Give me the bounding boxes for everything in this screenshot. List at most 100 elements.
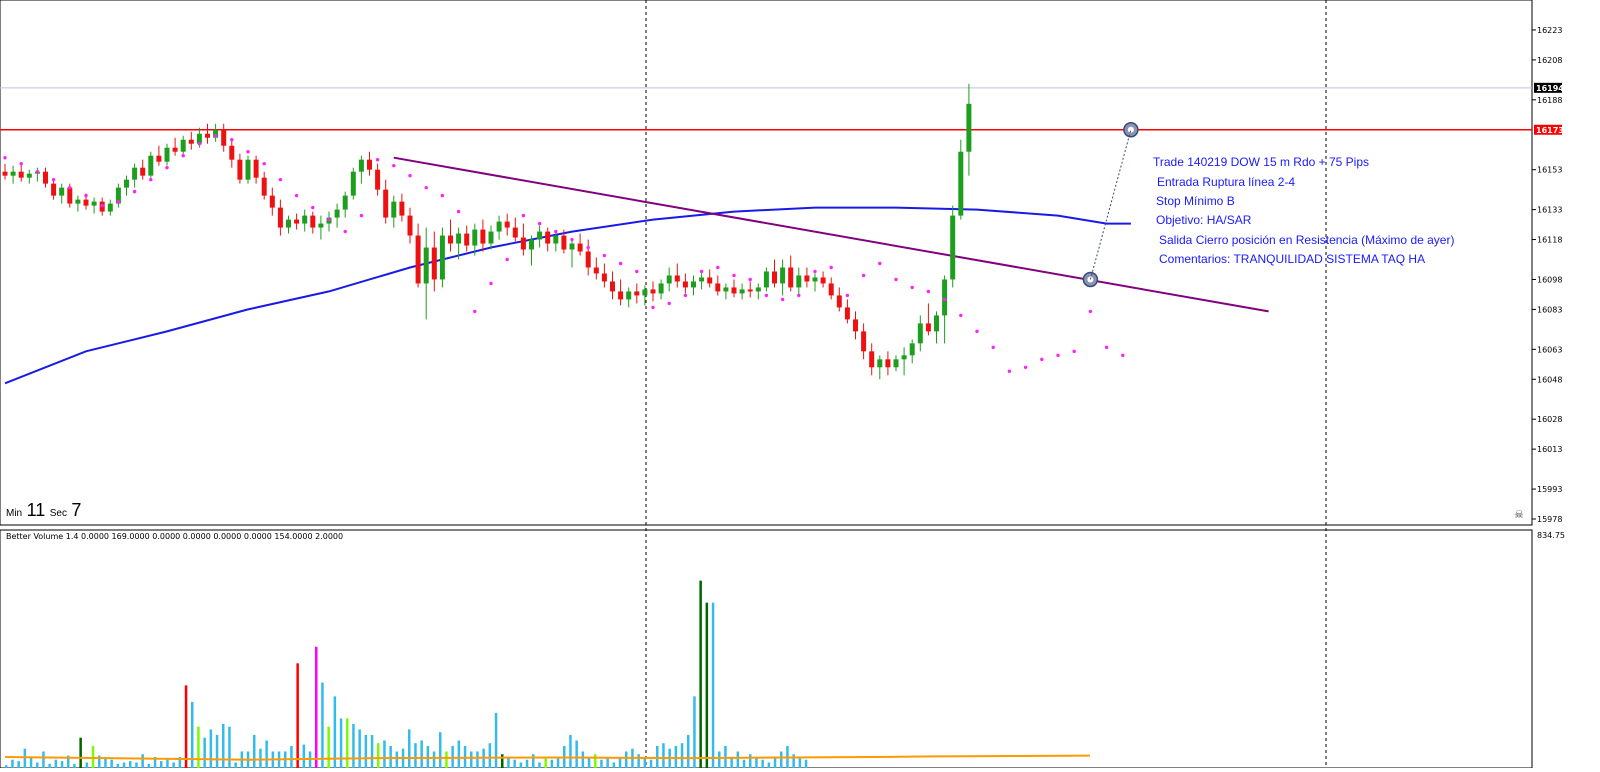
sar-dot	[440, 193, 445, 198]
candle-body	[156, 155, 162, 162]
sar-dot	[68, 185, 72, 190]
candle-body	[91, 201, 97, 206]
candle-body	[674, 275, 680, 282]
candle-body	[934, 315, 939, 332]
candle-body	[707, 277, 713, 284]
volume-axis-top-label: 834.75	[1537, 531, 1565, 540]
sar-dot	[375, 157, 380, 162]
candle-body	[294, 219, 300, 224]
sar-dot	[35, 169, 40, 174]
candle-body	[391, 201, 397, 218]
price-tick-label: 16208	[1537, 56, 1562, 65]
volume-bar	[494, 712, 498, 768]
volume-bar	[612, 762, 616, 768]
sar-dot	[100, 203, 104, 208]
volume-bar	[439, 732, 442, 768]
candle-body	[747, 289, 753, 292]
candle-body	[10, 171, 16, 176]
volume-bar	[135, 762, 138, 768]
sar-dot	[926, 289, 931, 294]
sar-dot	[230, 138, 234, 142]
candle-body	[828, 283, 834, 296]
trendline[interactable]	[393, 156, 1269, 313]
volume-bar	[687, 734, 690, 768]
sar-dot	[635, 269, 639, 274]
candle-body	[561, 235, 567, 250]
candle-body	[229, 145, 235, 160]
annotation-line: Entrada Ruptura línea 2-4	[1157, 175, 1296, 189]
candle-body	[577, 243, 583, 252]
volume-bar	[550, 759, 554, 768]
candle-body	[691, 281, 696, 288]
sar-dot	[408, 173, 412, 178]
price-tick-label: 16133	[1537, 206, 1562, 215]
volume-bar	[389, 745, 392, 768]
volume-bar	[17, 761, 20, 768]
candle-body	[448, 235, 453, 244]
volume-bar	[798, 756, 802, 768]
candle-body	[18, 171, 24, 178]
volume-bar	[67, 755, 70, 768]
volume-bar	[296, 663, 299, 768]
volume-bar	[141, 754, 144, 768]
volume-bar	[457, 740, 461, 768]
volume-bar	[352, 723, 355, 768]
price-tick-label: 16013	[1537, 445, 1562, 454]
candle-body	[253, 159, 259, 178]
candle-body	[812, 277, 818, 282]
candle-body	[901, 355, 907, 360]
volume-bar	[618, 758, 622, 768]
volume-bar	[674, 745, 678, 768]
sar-dot	[311, 205, 315, 210]
volume-bar	[767, 762, 771, 768]
volume-average-line	[4, 754, 1091, 761]
price-tick-label: 16063	[1537, 345, 1562, 354]
alert-skull-icon: ☠	[1514, 508, 1524, 521]
sar-dot	[262, 161, 266, 166]
sar-dot	[51, 177, 56, 182]
volume-bar	[755, 756, 758, 768]
timer-min-label: Min	[6, 508, 23, 519]
volume-bar	[792, 754, 795, 768]
sar-dot	[1023, 365, 1028, 370]
volume-bar	[315, 646, 318, 768]
sar-dot	[505, 257, 509, 262]
candle-body	[43, 171, 48, 184]
sar-dot	[3, 155, 7, 160]
price-tick-label: 16028	[1537, 415, 1562, 424]
volume-bar	[662, 743, 665, 768]
volume-bar	[680, 743, 684, 768]
volume-bar	[191, 701, 194, 768]
candle-body	[318, 223, 324, 228]
sar-dot	[294, 193, 299, 198]
candle-body	[472, 229, 478, 246]
volume-bar	[265, 740, 268, 768]
sar-dot	[149, 177, 153, 182]
volume-bar	[358, 729, 361, 768]
volume-bar	[215, 734, 219, 768]
price-tick-label: 16153	[1537, 166, 1562, 175]
sar-dot	[894, 277, 898, 282]
volume-bar	[23, 748, 27, 768]
candle-body	[569, 243, 575, 250]
volume-bar	[594, 754, 597, 768]
current-price-label: 16194	[1536, 84, 1564, 93]
volume-bar	[445, 751, 448, 768]
volume-bar	[209, 729, 213, 768]
sar-dot	[424, 185, 428, 190]
candle-body	[650, 289, 656, 294]
price-tick-label: 16098	[1537, 275, 1562, 284]
candle-body	[966, 103, 972, 152]
sar-dot	[132, 189, 137, 194]
candle-body	[431, 247, 437, 280]
volume-bar	[773, 756, 777, 768]
volume-bar	[513, 759, 516, 768]
volume-bar	[507, 756, 510, 768]
trade-marker-center	[1127, 126, 1134, 133]
candle-body	[164, 147, 170, 162]
sar-dot	[845, 293, 850, 298]
sar-dot	[732, 273, 736, 278]
volume-bar	[302, 744, 306, 768]
